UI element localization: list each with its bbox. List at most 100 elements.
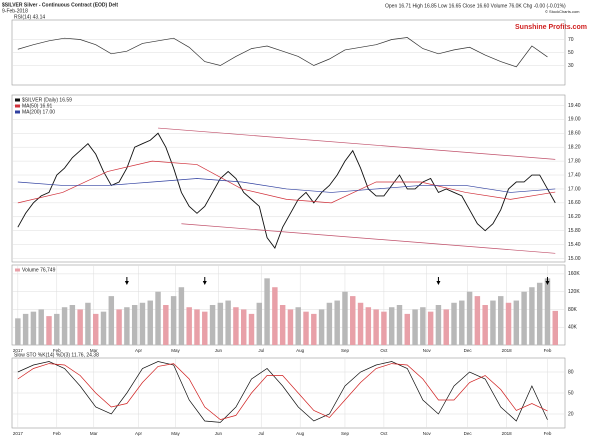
volume-bar: [139, 302, 146, 345]
x-tick-label: Aug: [296, 431, 305, 436]
volume-bar: [459, 300, 465, 345]
x-tick-label: Jul: [258, 431, 264, 436]
volume-bar: [264, 278, 270, 345]
volume-bar: [30, 311, 37, 345]
volume-bar: [544, 278, 551, 345]
series-line: [17, 160, 556, 204]
volume-bar: [38, 309, 44, 345]
volume-bar: [552, 310, 558, 345]
x-tick-label: Jun: [215, 348, 223, 353]
volume-bar: [155, 291, 161, 345]
volume-bar: [482, 305, 488, 345]
volume-bar: [404, 313, 411, 345]
arrow: [436, 277, 441, 285]
x-tick-label: Aug: [296, 348, 305, 353]
volume-bar: [435, 305, 442, 345]
y-tick-label: 18.20: [568, 145, 581, 151]
legend-label: Volume 76,749: [22, 267, 56, 273]
volume-bar: [466, 291, 473, 345]
volume-bar: [303, 311, 309, 345]
volume-bar: [412, 309, 418, 345]
volume-bar: [279, 305, 286, 345]
volume-bar: [77, 309, 83, 345]
x-tick-label: 2017: [13, 431, 24, 436]
x-tick-label: Apr: [135, 348, 143, 353]
watermark: Sunshine Profits.com: [515, 24, 587, 31]
credit: © StockCharts.com: [545, 9, 580, 14]
y-tick-label: 160K: [568, 271, 580, 277]
volume-bar: [498, 296, 504, 345]
x-tick-label: 2017: [13, 348, 24, 353]
series-line: [17, 132, 556, 250]
volume-bar: [15, 318, 21, 345]
volume-bar: [334, 300, 340, 345]
legend-swatch: [15, 98, 20, 102]
series-line: [17, 178, 556, 193]
x-tick-label: 2018: [502, 431, 513, 436]
volume-bar: [85, 302, 91, 345]
x-tick-label: Mar: [90, 431, 98, 436]
volume-bar: [209, 305, 216, 345]
y-tick-label: 80K: [568, 307, 578, 313]
legend-label: MA(50) 16.91: [22, 103, 53, 109]
y-tick-label: 17.80: [568, 158, 581, 164]
y-tick-label: 17.40: [568, 172, 581, 178]
x-tick-label: Feb: [53, 348, 61, 353]
volume-bar: [490, 300, 496, 345]
legend-swatch: [15, 110, 20, 114]
volume-bar: [272, 287, 278, 345]
volume-bar: [420, 307, 426, 345]
series-line: [17, 363, 548, 420]
volume-bar: [248, 313, 255, 345]
x-tick-label: Feb: [53, 431, 61, 436]
series-line: [17, 37, 548, 68]
volume-bar: [116, 309, 122, 345]
y-tick-label: 16.60: [568, 200, 581, 206]
x-tick-label: Oct: [380, 431, 388, 436]
volume-bar: [240, 309, 247, 345]
volume-bar: [170, 296, 177, 345]
volume-bar: [521, 291, 527, 345]
volume-bar: [381, 311, 387, 345]
volume-bar: [69, 305, 76, 345]
volume-bar: [217, 302, 224, 345]
volume-bar: [326, 302, 333, 345]
legend-swatch: [15, 268, 20, 272]
legend-swatch: [15, 104, 20, 108]
x-tick-label: Jul: [258, 348, 264, 353]
x-tick-label: Dec: [464, 431, 473, 436]
x-tick-label: Oct: [380, 348, 388, 353]
x-tick-label: Sep: [341, 348, 350, 353]
x-tick-label: Apr: [135, 431, 143, 436]
volume-bar: [388, 307, 395, 345]
volume-bar: [318, 309, 325, 345]
y-tick-label: 30: [568, 63, 574, 69]
panel-title: RSI(14) 43.14: [14, 14, 45, 20]
volume-bar: [350, 296, 356, 345]
volume-bar: [357, 302, 364, 345]
volume-bar: [295, 307, 301, 345]
panel-frame: [11, 94, 566, 263]
chart-title: $SILVER Silver - Continuous Contract (EO…: [2, 2, 118, 8]
x-tick-label: Nov: [423, 348, 432, 353]
volume-bar: [287, 309, 294, 345]
x-tick-label: Feb: [544, 431, 552, 436]
trendline: [158, 127, 556, 160]
volume-bar: [396, 305, 403, 345]
volume-bar: [311, 313, 317, 345]
volume-bar: [54, 313, 60, 345]
volume-bar: [194, 309, 200, 345]
panel-title: Slow STO %K(14) %D(3) 11.76, 24.38: [14, 352, 99, 358]
volume-bar: [93, 313, 99, 345]
volume-bar: [529, 287, 535, 345]
volume-bar: [124, 307, 130, 345]
y-tick-label: 19.00: [568, 117, 581, 123]
volume-bar: [256, 302, 263, 345]
volume-bar: [100, 311, 107, 345]
volume-bar: [443, 309, 449, 345]
x-tick-label: Sep: [341, 431, 350, 436]
y-tick-label: 16.20: [568, 214, 581, 220]
volume-bar: [163, 305, 169, 345]
y-tick-label: 15.00: [568, 256, 581, 262]
y-tick-label: 50: [568, 50, 574, 56]
